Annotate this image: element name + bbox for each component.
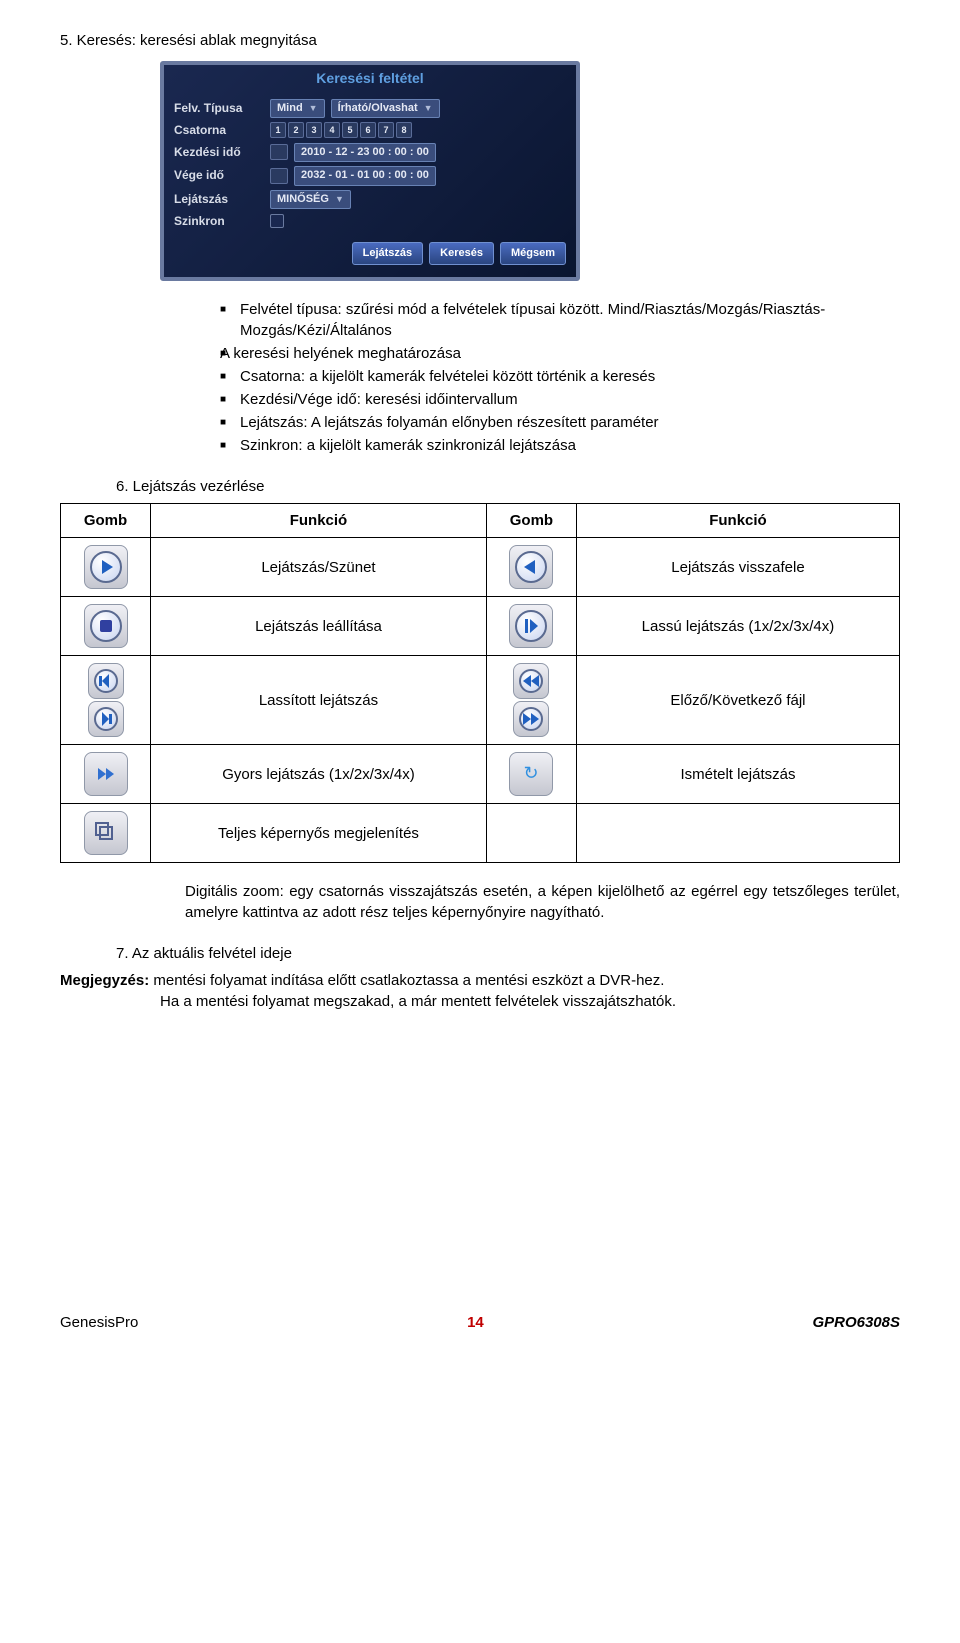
calendar-icon[interactable] <box>270 168 288 184</box>
section-5-title: 5. Keresés: keresési ablak megnyitása <box>60 30 900 51</box>
zoom-description: Digitális zoom: egy csatornás visszajáts… <box>185 881 900 923</box>
func-cell <box>576 804 899 863</box>
note-text-1: mentési folyamat indítása előtt csatlako… <box>149 972 664 989</box>
footer-right: GPRO6308S <box>812 1312 900 1333</box>
skip-back-icon <box>88 663 124 699</box>
bullet: A keresési helyének meghatározása <box>220 343 900 364</box>
channel-2[interactable]: 2 <box>288 122 304 138</box>
prev-file-icon <box>513 663 549 699</box>
channel-3[interactable]: 3 <box>306 122 322 138</box>
th-gomb: Gomb <box>61 504 151 538</box>
func-cell: Lejátszás visszafele <box>576 538 899 597</box>
bullet: Kezdési/Vége idő: keresési időintervallu… <box>220 389 900 410</box>
dvr-title: Keresési feltétel <box>164 65 576 97</box>
table-row: Teljes képernyős megjelenítés <box>61 804 900 863</box>
page-footer: GenesisPro 14 GPRO6308S <box>60 1312 900 1333</box>
label-play: Lejátszás <box>174 191 264 208</box>
label-sync: Szinkron <box>174 213 264 230</box>
label-type: Felv. Típusa <box>174 100 264 117</box>
start-time-field[interactable]: 2010 - 12 - 23 00 : 00 : 00 <box>294 143 436 162</box>
note-label: Megjegyzés: <box>60 972 149 989</box>
table-row: Lejátszás/Szünet Lejátszás visszafele <box>61 538 900 597</box>
select-type[interactable]: Mind▼ <box>270 99 325 118</box>
func-cell: Lassú lejátszás (1x/2x/3x/4x) <box>576 597 899 656</box>
play-button[interactable]: Lejátszás <box>352 242 424 265</box>
calendar-icon[interactable] <box>270 144 288 160</box>
th-funkcio: Funkció <box>151 504 487 538</box>
note-text-2: Ha a mentési folyamat megszakad, a már m… <box>160 991 900 1012</box>
function-table: Gomb Funkció Gomb Funkció Lejátszás/Szün… <box>60 503 900 863</box>
section-7-title: 7. Az aktuális felvétel ideje <box>116 943 900 964</box>
chevron-down-icon: ▼ <box>335 193 344 206</box>
channel-5[interactable]: 5 <box>342 122 358 138</box>
func-cell: Lassított lejátszás <box>151 656 487 745</box>
skip-fwd-icon <box>88 701 124 737</box>
repeat-icon <box>509 752 553 796</box>
th-funkcio: Funkció <box>576 504 899 538</box>
section-6-title: 6. Lejátszás vezérlése <box>116 476 900 497</box>
th-gomb: Gomb <box>486 504 576 538</box>
end-time-field[interactable]: 2032 - 01 - 01 00 : 00 : 00 <box>294 166 436 185</box>
cancel-button[interactable]: Mégsem <box>500 242 566 265</box>
fast-fwd-icon <box>84 752 128 796</box>
select-quality[interactable]: MINŐSÉG▼ <box>270 190 351 209</box>
func-cell: Lejátszás leállítása <box>151 597 487 656</box>
channel-7[interactable]: 7 <box>378 122 394 138</box>
reverse-play-icon <box>509 545 553 589</box>
channel-6[interactable]: 6 <box>360 122 376 138</box>
table-row: Gyors lejátszás (1x/2x/3x/4x) Ismételt l… <box>61 745 900 804</box>
note: Megjegyzés: mentési folyamat indítása el… <box>60 970 900 991</box>
label-channel: Csatorna <box>174 122 264 139</box>
func-cell: Gyors lejátszás (1x/2x/3x/4x) <box>151 745 487 804</box>
channel-4[interactable]: 4 <box>324 122 340 138</box>
table-row: Lejátszás leállítása Lassú lejátszás (1x… <box>61 597 900 656</box>
channel-1[interactable]: 1 <box>270 122 286 138</box>
stop-icon <box>84 604 128 648</box>
func-cell: Lejátszás/Szünet <box>151 538 487 597</box>
fullscreen-icon <box>84 811 128 855</box>
dvr-screenshot: Keresési feltétel Felv. Típusa Mind▼ Írh… <box>160 61 900 281</box>
bullet: Szinkron: a kijelölt kamerák szinkronizá… <box>220 435 900 456</box>
play-pause-icon <box>84 545 128 589</box>
dvr-window: Keresési feltétel Felv. Típusa Mind▼ Írh… <box>160 61 580 281</box>
chevron-down-icon: ▼ <box>424 102 433 115</box>
channel-toggles: 1 2 3 4 5 6 7 8 <box>270 122 412 138</box>
footer-left: GenesisPro <box>60 1312 138 1333</box>
bullet: Lejátszás: A lejátszás folyamán előnyben… <box>220 412 900 433</box>
feature-bullets: Felvétel típusa: szűrési mód a felvétele… <box>220 299 900 456</box>
search-button[interactable]: Keresés <box>429 242 494 265</box>
func-cell: Előző/Következő fájl <box>576 656 899 745</box>
footer-page-number: 14 <box>467 1312 484 1333</box>
bullet: Felvétel típusa: szűrési mód a felvétele… <box>220 299 900 341</box>
bullet: Csatorna: a kijelölt kamerák felvételei … <box>220 366 900 387</box>
func-cell: Ismételt lejátszás <box>576 745 899 804</box>
label-end: Vége idő <box>174 167 264 184</box>
select-rw[interactable]: Írható/Olvashat▼ <box>331 99 440 118</box>
table-row: Lassított lejátszás Előző/Következő fájl <box>61 656 900 745</box>
label-start: Kezdési idő <box>174 144 264 161</box>
slow-play-icon <box>509 604 553 648</box>
next-file-icon <box>513 701 549 737</box>
channel-8[interactable]: 8 <box>396 122 412 138</box>
sync-checkbox[interactable] <box>270 214 284 228</box>
func-cell: Teljes képernyős megjelenítés <box>151 804 487 863</box>
chevron-down-icon: ▼ <box>309 102 318 115</box>
